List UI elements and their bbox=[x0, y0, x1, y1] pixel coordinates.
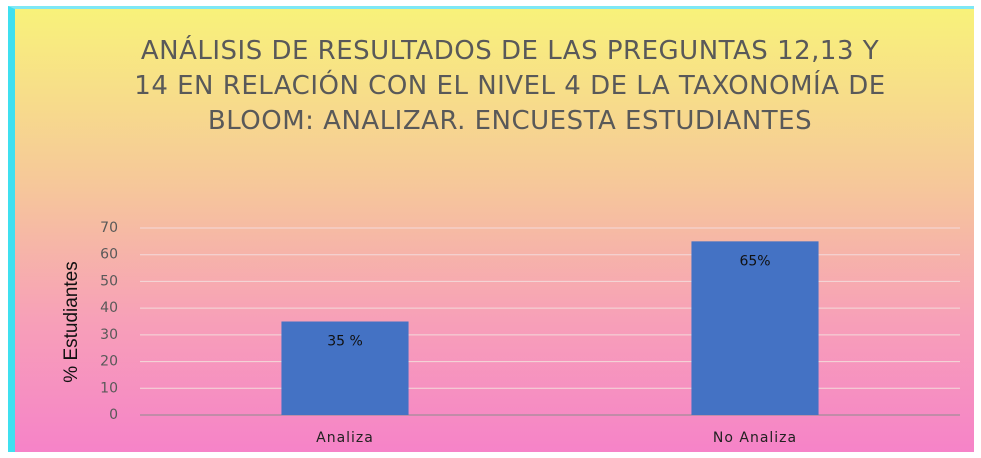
bar bbox=[281, 321, 409, 415]
y-tick-label: 10 bbox=[100, 380, 118, 396]
y-axis-label: % Estudiantes bbox=[61, 261, 82, 382]
y-tick-label: 30 bbox=[100, 327, 118, 343]
bar bbox=[691, 241, 819, 415]
x-tick-label: No Analiza bbox=[713, 430, 797, 446]
y-tick-label: 20 bbox=[100, 354, 118, 370]
data-label: 35 % bbox=[327, 334, 363, 350]
y-tick-label: 0 bbox=[109, 407, 118, 423]
chart-title: ANÁLISIS DE RESULTADOS DE LAS PREGUNTAS … bbox=[134, 36, 886, 136]
data-label: 65% bbox=[739, 253, 770, 269]
y-tick-label: 70 bbox=[100, 220, 118, 236]
y-tick-label: 40 bbox=[100, 300, 118, 316]
y-tick-label: 60 bbox=[100, 247, 118, 263]
y-tick-label: 50 bbox=[100, 273, 118, 289]
x-tick-label: Analiza bbox=[316, 430, 374, 446]
